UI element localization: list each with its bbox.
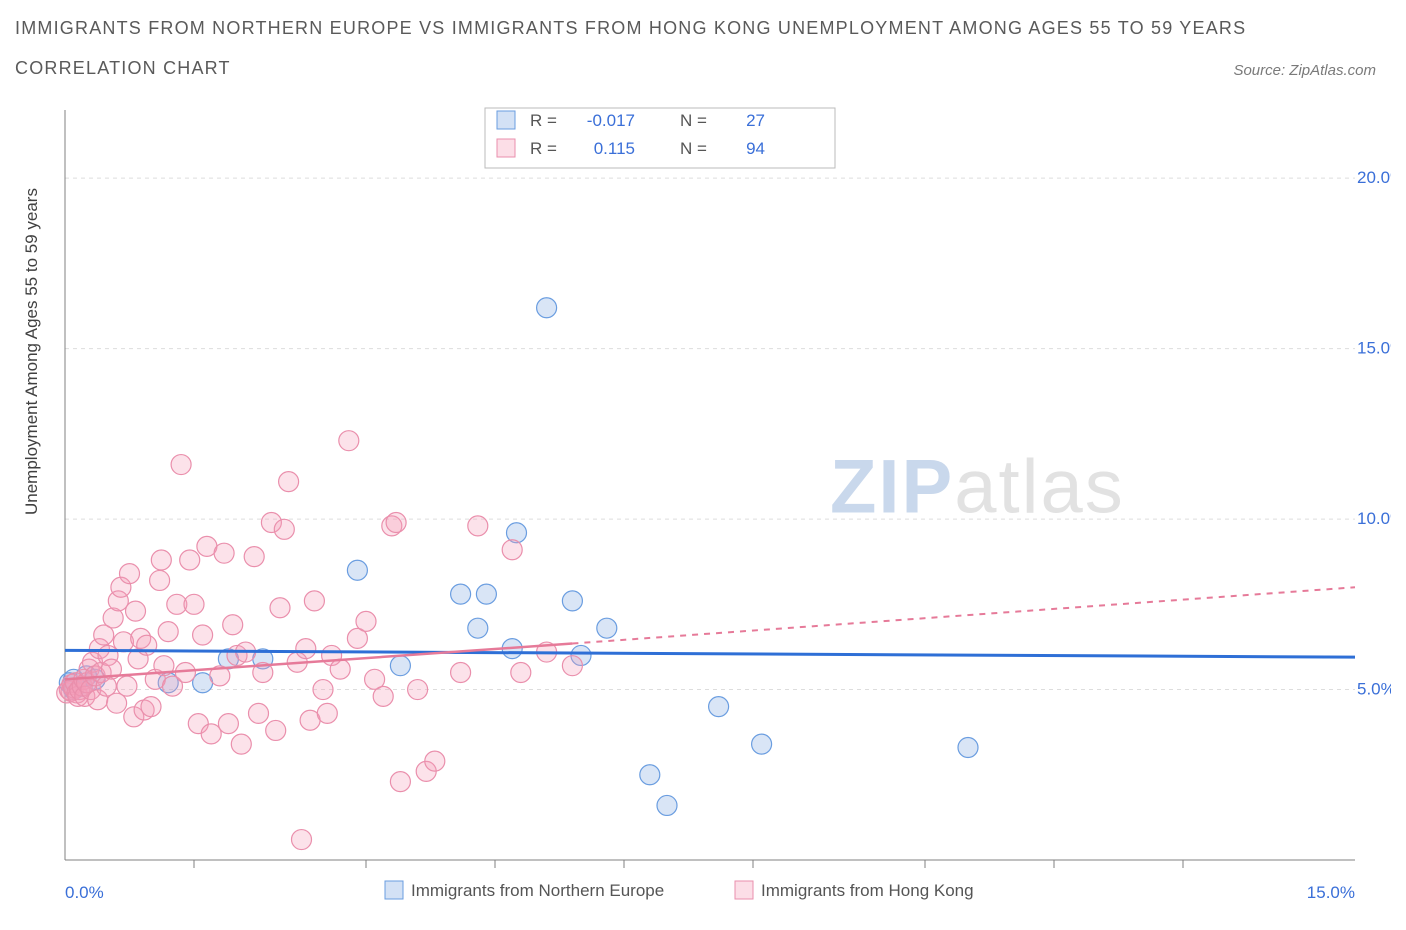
scatter-point [502, 540, 522, 560]
scatter-point [113, 632, 133, 652]
chart-title-line1: Immigrants from Northern Europe vs Immig… [15, 18, 1246, 39]
scatter-point [274, 519, 294, 539]
legend-swatch [385, 881, 403, 899]
scatter-point [120, 564, 140, 584]
scatter-point [390, 656, 410, 676]
scatter-point [193, 625, 213, 645]
scatter-point [244, 547, 264, 567]
scatter-point [390, 772, 410, 792]
y-axis-label: Unemployment Among Ages 55 to 59 years [22, 188, 41, 515]
scatter-point [201, 724, 221, 744]
correlation-chart: 5.0% 10.0% 15.0% 20.0% 0.0% 15.0% Unemployment… [15, 100, 1391, 910]
scatter-point [117, 676, 137, 696]
trend-line-series2-dashed [572, 587, 1355, 643]
scatter-point [347, 560, 367, 580]
scatter-point [313, 680, 333, 700]
scatter-point [223, 615, 243, 635]
scatter-point [171, 455, 191, 475]
scatter-point [214, 543, 234, 563]
scatter-point [249, 703, 269, 723]
scatter-point [317, 703, 337, 723]
scatter-point [709, 697, 729, 717]
scatter-point [640, 765, 660, 785]
scatter-point [180, 550, 200, 570]
scatter-point [279, 472, 299, 492]
scatter-point [184, 594, 204, 614]
scatter-point [468, 618, 488, 638]
legend-r-value: 0.115 [594, 139, 635, 158]
scatter-point [218, 714, 238, 734]
scatter-point [425, 751, 445, 771]
watermark: ZIPatlas [830, 444, 1125, 529]
scatter-point [408, 680, 428, 700]
x-tick-label: 0.0% [65, 883, 104, 902]
legend-bottom-series2: Immigrants from Hong Kong [761, 881, 974, 900]
source-attribution: Source: ZipAtlas.com [1233, 62, 1376, 79]
scatter-point [562, 591, 582, 611]
y-tick-label: 5.0% [1357, 680, 1391, 699]
scatter-point [468, 516, 488, 536]
scatter-point [126, 601, 146, 621]
scatter-point [958, 738, 978, 758]
chart-title-line2: Correlation Chart [15, 58, 231, 79]
legend-n-label: N = [680, 111, 707, 130]
y-tick-label: 20.0% [1357, 168, 1391, 187]
scatter-point [150, 570, 170, 590]
scatter-point [304, 591, 324, 611]
y-tick-label: 10.0% [1357, 509, 1391, 528]
legend-n-value: 94 [746, 139, 765, 158]
legend-n-label: N = [680, 139, 707, 158]
y-tick-label: 15.0% [1357, 339, 1391, 358]
scatter-point [373, 686, 393, 706]
chart-canvas: 5.0% 10.0% 15.0% 20.0% 0.0% 15.0% Unemployment… [15, 100, 1391, 910]
scatter-point [158, 622, 178, 642]
legend-n-value: 27 [746, 111, 765, 130]
scatter-point [151, 550, 171, 570]
scatter-point [266, 720, 286, 740]
legend-swatch [497, 139, 515, 157]
legend-bottom-series1: Immigrants from Northern Europe [411, 881, 664, 900]
legend-r-label: R = [530, 139, 557, 158]
scatter-point [451, 584, 471, 604]
scatter-point [597, 618, 617, 638]
scatter-point [657, 795, 677, 815]
scatter-point [386, 513, 406, 533]
scatter-point [339, 431, 359, 451]
scatter-point [270, 598, 290, 618]
scatter-point [752, 734, 772, 754]
scatter-point [511, 663, 531, 683]
scatter-point [537, 298, 557, 318]
legend-r-value: -0.017 [587, 111, 635, 130]
scatter-point [292, 830, 312, 850]
scatter-point [451, 663, 471, 683]
scatter-point [296, 639, 316, 659]
legend-swatch [735, 881, 753, 899]
scatter-point [476, 584, 496, 604]
x-tick-label: 15.0% [1307, 883, 1355, 902]
scatter-point [562, 656, 582, 676]
legend-swatch [497, 111, 515, 129]
scatter-point [231, 734, 251, 754]
scatter-point [356, 611, 376, 631]
scatter-point [330, 659, 350, 679]
scatter-point [141, 697, 161, 717]
legend-r-label: R = [530, 111, 557, 130]
